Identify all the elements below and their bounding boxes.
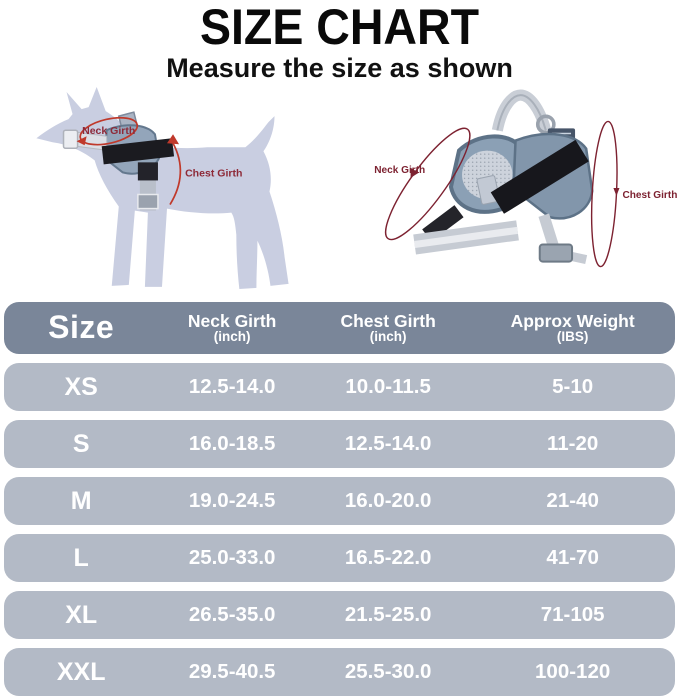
column-header-approx-weight: Approx Weight (IBS)	[510, 310, 635, 345]
weight-cell: 5-10	[552, 375, 594, 398]
chest-girth-arrow-icon	[167, 134, 180, 145]
page-title: SIZE CHART	[199, 0, 479, 55]
strap-buckle-icon	[538, 243, 574, 263]
page-header: SIZE CHART Measure the size as shown	[0, 0, 679, 86]
size-table: Size Neck Girth (inch) Chest Girth (inch…	[0, 302, 679, 696]
size-cell: L	[73, 543, 89, 572]
dog-silhouette	[36, 87, 289, 289]
size-row: L 25.0-33.0 16.5-22.0 41-70	[4, 534, 675, 582]
d-ring-icon	[535, 114, 556, 135]
neck-girth-arrow-icon	[76, 136, 87, 146]
page-subtitle: Measure the size as shown	[166, 53, 513, 83]
dog-chest-girth-label: Chest Girth	[185, 167, 242, 179]
size-row: XL 26.5-35.0 21.5-25.0 71-105	[4, 591, 675, 639]
chest-girth-cell: 21.5-25.0	[344, 603, 432, 626]
neck-girth-cell: 25.0-33.0	[188, 546, 276, 569]
harness-gear	[413, 89, 594, 265]
chest-girth-cell: 16.5-22.0	[344, 546, 432, 569]
column-header-chest-girth: Chest Girth (inch)	[340, 310, 436, 345]
column-header-size: Size	[48, 309, 115, 346]
neck-girth-cell: 19.0-24.5	[188, 489, 276, 512]
dog-harness-side-illustration: Neck Girth Chest Girth	[36, 87, 289, 289]
neck-girth-cell: 16.0-18.5	[188, 432, 276, 455]
chest-girth-cell: 16.0-20.0	[344, 489, 432, 512]
neck-girth-arrow-icon	[410, 167, 419, 178]
chest-girth-cell: 25.5-30.0	[344, 660, 432, 683]
weight-cell: 11-20	[546, 432, 599, 455]
size-row: S 16.0-18.5 12.5-14.0 11-20	[4, 420, 675, 468]
measurement-illustrations: Neck Girth Chest Girth	[0, 86, 679, 302]
dog-harness-gear	[62, 111, 175, 211]
size-row: M 19.0-24.5 16.0-20.0 21-40	[4, 477, 675, 525]
harness-chest-girth-annotation: Chest Girth	[590, 120, 677, 268]
size-cell: XXL	[56, 657, 106, 686]
neck-girth-cell: 12.5-14.0	[188, 375, 276, 398]
harness-chest-girth-label: Chest Girth	[622, 190, 677, 201]
size-cell: S	[72, 429, 90, 458]
column-header-neck-girth: Neck Girth (inch)	[187, 310, 277, 345]
neck-girth-cell: 26.5-35.0	[188, 603, 276, 626]
chest-girth-arrow-icon	[613, 187, 620, 197]
weight-cell: 41-70	[546, 546, 599, 569]
weight-cell: 100-120	[535, 660, 611, 683]
size-cell: XL	[65, 600, 98, 629]
chest-girth-cell: 12.5-14.0	[344, 432, 432, 455]
harness-neck-girth-label: Neck Girth	[374, 165, 425, 176]
size-row: XXL 29.5-40.5 25.5-30.0 100-120	[4, 648, 675, 696]
weight-cell: 21-40	[546, 489, 599, 512]
dog-neck-girth-annotation: Neck Girth	[76, 116, 139, 146]
harness-neck-girth-annotation: Neck Girth	[374, 127, 471, 241]
neck-girth-cell: 29.5-40.5	[188, 660, 276, 683]
dog-chest-girth-annotation: Chest Girth	[167, 134, 242, 205]
size-cell: M	[70, 486, 92, 515]
size-table-header: Size Neck Girth (inch) Chest Girth (inch…	[4, 302, 675, 354]
size-row: XS 12.5-14.0 10.0-11.5 5-10	[4, 363, 675, 411]
chest-girth-cell: 10.0-11.5	[345, 375, 431, 398]
size-cell: XS	[64, 372, 98, 401]
weight-cell: 71-105	[540, 603, 605, 626]
size-table-body: XS 12.5-14.0 10.0-11.5 5-10 S 16.0-18.5 …	[4, 363, 675, 696]
harness-product-illustration: Neck Girth Chest Girth	[374, 89, 677, 268]
dog-neck-girth-label: Neck Girth	[82, 125, 135, 137]
